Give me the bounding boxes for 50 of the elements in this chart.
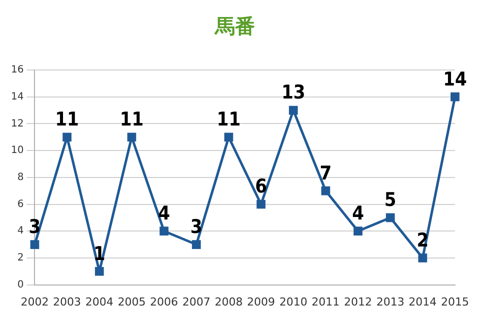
x-tick-label: 2007 — [182, 295, 210, 308]
y-tick-label: 8 — [17, 172, 24, 183]
x-tick-label: 2011 — [312, 295, 340, 308]
x-tick-label: 2005 — [118, 295, 146, 308]
point — [62, 132, 72, 142]
x-tick-label: 2003 — [53, 295, 82, 308]
data-label: 7 — [320, 162, 332, 184]
data-label: 14 — [443, 68, 467, 90]
point — [354, 226, 362, 236]
point — [450, 92, 460, 102]
x-tick-label: 2002 — [20, 295, 49, 308]
y-tick-label: 14 — [10, 91, 24, 102]
data-label: 11 — [120, 108, 144, 131]
x-tick-label: 2009 — [247, 295, 276, 308]
x-tick-label: 2013 — [376, 295, 404, 308]
x-tick-label: 2014 — [408, 295, 437, 308]
x-tick-label: 2006 — [150, 295, 178, 308]
x-tick-label: 2010 — [279, 295, 308, 308]
data-label: 6 — [255, 176, 267, 198]
data-label: 13 — [281, 82, 306, 104]
x-tick-label: 2004 — [85, 295, 114, 308]
point — [418, 254, 428, 262]
y-tick-label: 0 — [17, 279, 24, 290]
data-label: 11 — [55, 108, 79, 131]
point — [127, 132, 136, 142]
y-tick-label: 6 — [17, 198, 24, 210]
data-label: 3 — [190, 216, 202, 238]
y-tick-label: 12 — [10, 118, 24, 130]
y-tick-label: 4 — [17, 226, 24, 237]
point — [321, 186, 330, 196]
chart-title: 馬番 — [214, 14, 255, 38]
point — [94, 266, 104, 276]
point — [288, 106, 298, 115]
point — [30, 240, 40, 249]
x-tick-label: 2008 — [214, 295, 243, 308]
point — [386, 213, 395, 222]
data-label: 4 — [158, 202, 170, 225]
data-label: 5 — [384, 189, 396, 212]
data-label: 11 — [216, 108, 241, 131]
point — [192, 240, 201, 249]
x-tick-label: 2015 — [441, 295, 470, 308]
point — [160, 226, 168, 236]
x-tick-label: 2012 — [344, 295, 372, 308]
data-label: 4 — [352, 202, 364, 225]
point — [224, 132, 234, 142]
y-tick-label: 16 — [10, 64, 24, 76]
data-label: 3 — [28, 216, 41, 238]
point — [256, 200, 266, 209]
y-tick-label: 10 — [10, 145, 24, 156]
y-tick-label: 2 — [17, 252, 24, 264]
